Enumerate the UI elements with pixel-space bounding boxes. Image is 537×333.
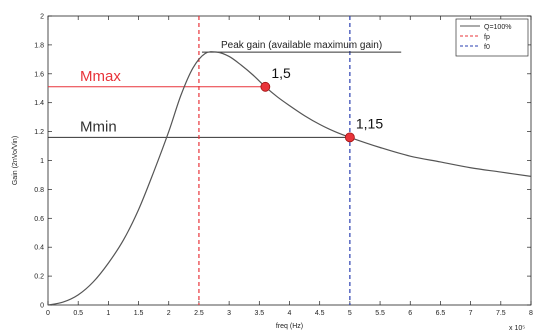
x-tick-label: 4.5 (315, 310, 325, 317)
x-tick-label: 7 (469, 310, 473, 317)
x-tick-label: 3.5 (254, 310, 264, 317)
x-tick-label: 2.5 (194, 310, 204, 317)
y-tick-label: 1.6 (34, 71, 44, 78)
y-tick-label: 1.8 (34, 42, 44, 49)
series-line-q100 (47, 51, 532, 306)
y-tick-label: 2 (40, 14, 44, 21)
x-tick-label: 6.5 (436, 310, 446, 317)
y-tick-label: 0 (40, 303, 44, 310)
marker-label: 1,15 (356, 115, 383, 131)
y-tick-label: 0.2 (34, 274, 44, 281)
y-axis-label: Gain (2nVo/Vin) (12, 136, 19, 185)
x-tick-label: 3 (227, 310, 231, 317)
x-tick-label: 0 (46, 310, 50, 317)
x-axis-multiplier: x 10⁵ (509, 325, 525, 332)
x-axis-label: freq (Hz) (276, 323, 303, 330)
legend-entry: f0 (484, 44, 490, 51)
x-tick-label: 4 (288, 310, 292, 317)
x-tick-label: 1.5 (134, 310, 144, 317)
x-tick-label: 7.5 (496, 310, 506, 317)
marker-label: 1,5 (271, 65, 291, 81)
hline-label-mmin: Mmin (80, 118, 117, 135)
x-tick-label: 0.5 (73, 310, 83, 317)
marker-point (344, 132, 355, 143)
hline-label-mmax: Mmax (80, 68, 121, 85)
y-tick-label: 0.8 (34, 187, 44, 194)
x-tick-label: 5 (348, 310, 352, 317)
x-tick-label: 8 (529, 310, 533, 317)
y-tick-label: 1.2 (34, 129, 44, 136)
peak-gain-annotation: Peak gain (available maximum gain) (221, 40, 382, 51)
marker-point (260, 81, 271, 92)
y-tick-label: 0.4 (34, 245, 44, 252)
y-tick-label: 1.4 (34, 100, 44, 107)
y-tick-label: 0.6 (34, 216, 44, 223)
y-tick-label: 1 (40, 158, 44, 165)
legend-entry: Q=100% (484, 24, 511, 31)
legend-box (455, 18, 529, 57)
x-tick-label: 1 (106, 310, 110, 317)
x-tick-label: 2 (167, 310, 171, 317)
legend-entry: fp (484, 34, 490, 41)
x-tick-label: 6 (408, 310, 412, 317)
x-tick-label: 5.5 (375, 310, 385, 317)
plot-frame (47, 15, 532, 306)
